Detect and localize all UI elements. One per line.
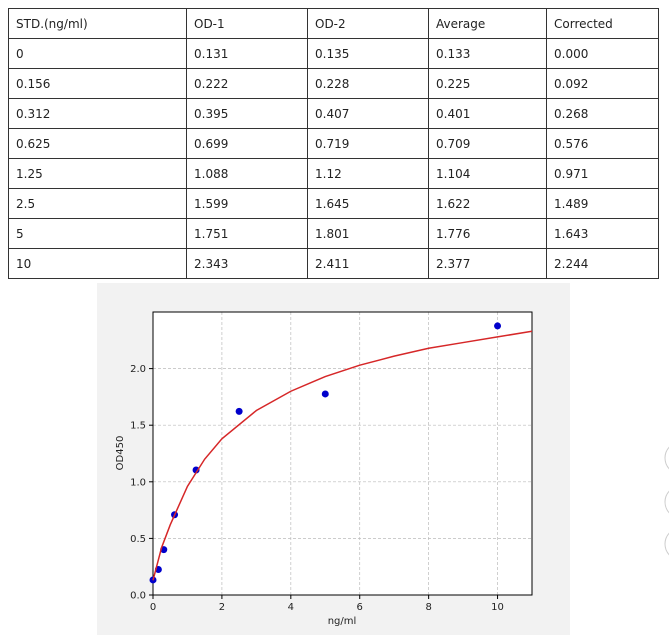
x-tick-label: 4 xyxy=(288,602,294,613)
y-axis-label: OD450 xyxy=(115,436,126,471)
table-cell: 1.12 xyxy=(307,158,429,189)
table-cell: 0.719 xyxy=(307,128,429,159)
table-cell: OD-2 xyxy=(307,8,429,39)
table-cell: 10 xyxy=(8,248,187,279)
side-button[interactable] xyxy=(664,528,669,560)
plot-area xyxy=(153,312,532,595)
table-row: 1.25 1.088 1.12 1.104 0.971 xyxy=(8,158,659,189)
table-cell: 0.156 xyxy=(8,68,187,99)
chart: ng/ml OD450 0 2 4 6 8 10 0.0 0.5 1.0 1.5 2.0 xyxy=(97,283,570,635)
fit-curve xyxy=(152,330,533,581)
y-tick-label: 1.0 xyxy=(130,477,146,488)
data-table: STD.(ng/ml) OD-1 OD-2 Average Corrected 0 0.13… xyxy=(8,8,659,279)
side-button[interactable] xyxy=(664,442,669,474)
x-tick-label: 0 xyxy=(150,602,156,613)
data-point xyxy=(192,466,200,474)
table-cell: 0.576 xyxy=(546,128,659,159)
table-row: 5 1.751 1.801 1.776 1.643 xyxy=(8,218,659,249)
table-cell: Average xyxy=(428,8,547,39)
table-cell: 0.395 xyxy=(186,98,308,129)
table-cell: 0.225 xyxy=(428,68,547,99)
table-row: 0.625 0.699 0.719 0.709 0.576 xyxy=(8,128,659,159)
table-row: 0.312 0.395 0.407 0.401 0.268 xyxy=(8,98,659,129)
table-cell: 1.25 xyxy=(8,158,187,189)
table-row: 0 0.131 0.135 0.133 0.000 xyxy=(8,38,659,69)
table-row: 10 2.343 2.411 2.377 2.244 xyxy=(8,248,659,279)
table-row: STD.(ng/ml) OD-1 OD-2 Average Corrected xyxy=(8,8,659,39)
table-cell: 5 xyxy=(8,218,187,249)
table-cell: 0.312 xyxy=(8,98,187,129)
table-cell: 1.622 xyxy=(428,188,547,219)
table-cell: Corrected xyxy=(546,8,659,39)
table-cell: 2.411 xyxy=(307,248,429,279)
x-axis-label: ng/ml xyxy=(328,616,357,627)
table-cell: 1.643 xyxy=(546,218,659,249)
table-cell: 1.489 xyxy=(546,188,659,219)
table-cell: 1.104 xyxy=(428,158,547,189)
table-cell: 0.699 xyxy=(186,128,308,159)
plot-frame xyxy=(152,311,533,596)
table-cell: 1.751 xyxy=(186,218,308,249)
table-cell: 2.377 xyxy=(428,248,547,279)
x-tick-label: 2 xyxy=(219,602,225,613)
y-tick-label: 1.5 xyxy=(130,421,146,432)
x-tick-label: 6 xyxy=(357,602,363,613)
table-cell: 0.625 xyxy=(8,128,187,159)
table-row: 2.5 1.599 1.645 1.622 1.489 xyxy=(8,188,659,219)
table-cell: 0.000 xyxy=(546,38,659,69)
y-tick-label: 0.0 xyxy=(130,591,146,602)
table-cell: 0.092 xyxy=(546,68,659,99)
data-point xyxy=(321,390,329,398)
table-cell: 1.599 xyxy=(186,188,308,219)
data-point xyxy=(235,407,243,415)
side-button[interactable] xyxy=(664,486,669,518)
table-cell: 0.401 xyxy=(428,98,547,129)
table-cell: 0.407 xyxy=(307,98,429,129)
y-tick-label: 2.0 xyxy=(130,364,146,375)
table-cell: 0.131 xyxy=(186,38,308,69)
table-cell: OD-1 xyxy=(186,8,308,39)
table-cell: 1.801 xyxy=(307,218,429,249)
table-cell: 1.776 xyxy=(428,218,547,249)
side-buttons xyxy=(664,442,669,560)
table-cell: 0.135 xyxy=(307,38,429,69)
table-cell: 2.244 xyxy=(546,248,659,279)
table-cell: 0 xyxy=(8,38,187,69)
data-point xyxy=(494,322,502,330)
y-tick-label: 0.5 xyxy=(130,534,146,545)
table-cell: 0.228 xyxy=(307,68,429,99)
table-cell: 0.222 xyxy=(186,68,308,99)
table-cell: 2.5 xyxy=(8,188,187,219)
x-tick-label: 10 xyxy=(491,602,504,613)
table-cell: 1.645 xyxy=(307,188,429,219)
table-cell: 0.971 xyxy=(546,158,659,189)
table-cell: 2.343 xyxy=(186,248,308,279)
table-row: 0.156 0.222 0.228 0.225 0.092 xyxy=(8,68,659,99)
table-cell: 1.088 xyxy=(186,158,308,189)
table-cell: 0.709 xyxy=(428,128,547,159)
table-cell: 0.133 xyxy=(428,38,547,69)
table-cell: STD.(ng/ml) xyxy=(8,8,187,39)
table-cell: 0.268 xyxy=(546,98,659,129)
x-tick-label: 8 xyxy=(425,602,431,613)
